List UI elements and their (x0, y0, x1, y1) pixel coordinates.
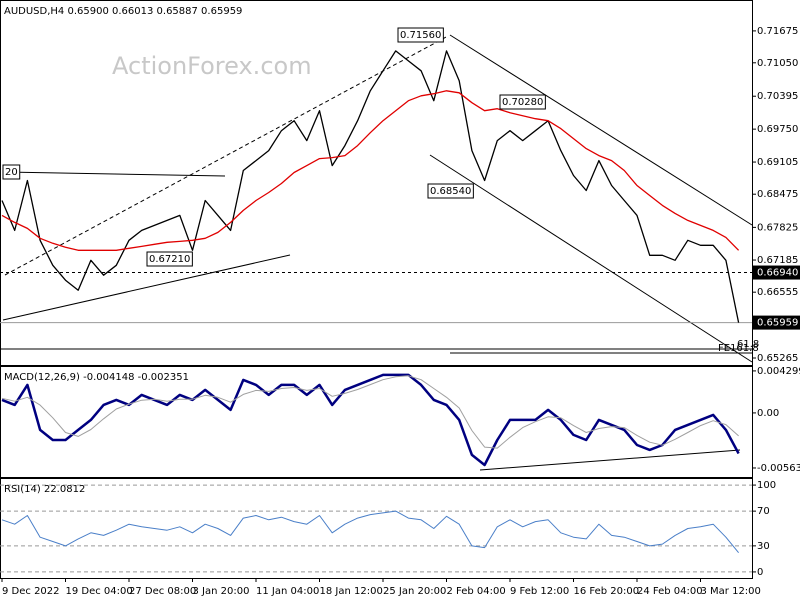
x-tick-label: 19 Dec 04:00 (66, 586, 133, 597)
x-tick-label: 9 Feb 12:00 (510, 586, 569, 597)
annotation: 20 (5, 167, 18, 178)
x-tick-label: 3 Mar 12:00 (701, 586, 761, 597)
panel-title: RSI(14) 22.0812 (4, 484, 85, 495)
y-tick-label: 0.66555 (757, 287, 798, 298)
x-tick-label: 9 Dec 2022 (2, 586, 60, 597)
frame (0, 0, 753, 579)
trendlines (0, 34, 753, 471)
annotation: 0.71560 (400, 30, 441, 41)
y-tick-label: 30 (757, 541, 770, 552)
y-tick-label: 0.71675 (757, 26, 798, 37)
series-line (1, 375, 739, 449)
y-tick-label: 0.004299 (757, 366, 800, 377)
annotation-box (2, 164, 21, 180)
x-tick-label: 2 Feb 04:00 (447, 586, 506, 597)
level-label-box (753, 265, 800, 280)
panel-border (0, 366, 753, 478)
trendline (479, 449, 741, 471)
annotation: 0.67210 (149, 254, 190, 265)
y-tick-label: 0.69105 (757, 157, 798, 168)
x-tick-label: 16 Feb 20:00 (574, 586, 640, 597)
y-tick-label: 0.65265 (757, 353, 798, 364)
panel-title: MACD(12,26,9) -0.004148 -0.002351 (4, 372, 189, 383)
annotation-box (499, 94, 546, 110)
panel-border (0, 0, 753, 366)
panel-border (0, 478, 753, 579)
y-tick-label: 0.71050 (757, 58, 798, 69)
y-tick-label: 0.70395 (757, 91, 798, 102)
y-tick-label: 100 (757, 480, 776, 491)
trendline (449, 34, 753, 226)
y-tick-label: 0.00 (757, 408, 779, 419)
trendline (2, 254, 291, 321)
x-tick-label: 24 Feb 04:00 (637, 586, 703, 597)
trendline (429, 154, 753, 363)
level-label: 0.66940 (757, 268, 798, 279)
annotation: 0.68540 (430, 186, 471, 197)
y-tick-label: 0.69750 (757, 124, 798, 135)
y-tick-label: 0.67825 (757, 222, 798, 233)
x-tick-label: 25 Jan 20:00 (383, 586, 446, 597)
x-tick-label: 11 Jan 04:00 (256, 586, 319, 597)
level-label-box (753, 315, 800, 330)
y-tick-label: 0.68475 (757, 189, 798, 200)
y-tick-label: 70 (757, 506, 770, 517)
x-tick-label: 18 Jan 12:00 (320, 586, 383, 597)
level-label: 0.65959 (757, 318, 798, 329)
annotation: 61.8 (737, 339, 759, 350)
annotation-box (427, 183, 474, 199)
annotation-box (397, 27, 444, 43)
trendline (4, 171, 226, 177)
y-tick-label: 0 (757, 567, 763, 578)
y-tick-label: -0.005636 (757, 463, 800, 474)
watermark: ActionForex.com (112, 52, 312, 80)
annotation-box (146, 251, 193, 267)
series-line (1, 90, 740, 251)
annotation: 0.70280 (502, 97, 543, 108)
panel-title: AUDUSD,H4 0.65900 0.66013 0.65887 0.6595… (4, 6, 242, 17)
annotation: FE161.8 (718, 343, 759, 354)
y-tick-label: 0.67185 (757, 255, 798, 266)
x-tick-label: 3 Jan 20:00 (193, 586, 250, 597)
x-tick-label: 27 Dec 08:00 (129, 586, 196, 597)
series-line (1, 510, 739, 554)
